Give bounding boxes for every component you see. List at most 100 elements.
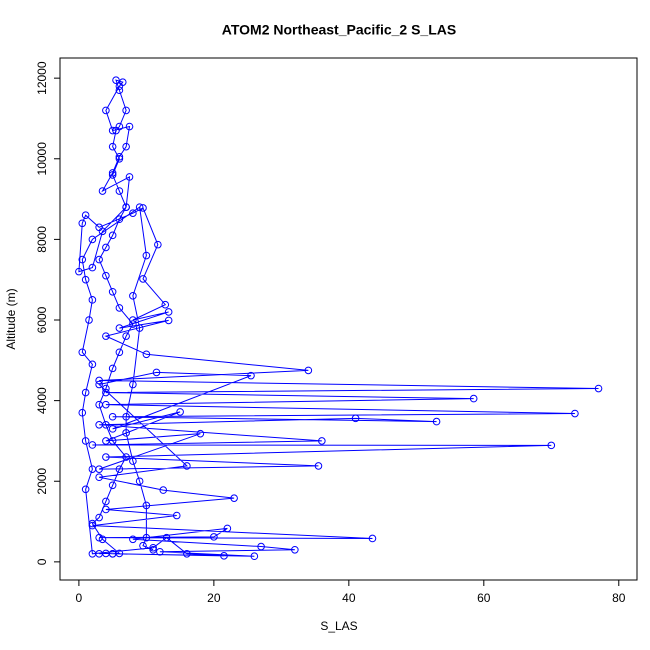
data-point	[95, 223, 103, 232]
data-point	[81, 437, 90, 445]
y-tick-label: 0	[35, 558, 49, 565]
data-point	[318, 437, 326, 445]
data-point	[112, 76, 120, 84]
data-point	[88, 263, 97, 272]
data-point	[154, 240, 162, 249]
y-tick-label: 4000	[35, 387, 49, 414]
data-point	[115, 465, 124, 473]
data-point	[122, 453, 130, 461]
chart-title: ATOM2 Northeast_Pacific_2 S_LAS	[222, 22, 456, 38]
data-point	[115, 122, 124, 131]
data-point	[156, 547, 164, 556]
data-point	[172, 511, 181, 520]
data-point	[108, 425, 117, 433]
data-point	[250, 552, 259, 561]
data-point	[164, 316, 173, 325]
data-point	[108, 364, 117, 373]
y-tick-label: 2000	[35, 468, 49, 495]
data-point	[129, 457, 137, 465]
data-point	[115, 86, 124, 95]
data-point	[571, 409, 579, 418]
data-point	[88, 465, 97, 473]
data-point	[88, 441, 97, 449]
data-point	[230, 494, 238, 502]
data-point	[351, 414, 360, 423]
data-point	[95, 473, 103, 482]
data-point	[176, 408, 184, 416]
data-point	[122, 203, 130, 211]
data-point	[304, 366, 313, 375]
data-point	[102, 388, 110, 397]
data-point	[102, 271, 110, 280]
y-axis-label: Altitude (m)	[4, 288, 18, 349]
x-tick-label: 0	[76, 591, 83, 605]
x-tick-label: 20	[207, 591, 221, 605]
data-point	[129, 320, 137, 328]
x-tick-label: 80	[612, 591, 626, 605]
data-point	[95, 255, 103, 264]
data-point	[594, 384, 603, 393]
data-point	[88, 549, 97, 558]
data-point	[78, 408, 87, 417]
data-point	[129, 209, 137, 217]
data-point	[115, 215, 124, 224]
x-tick-label: 40	[342, 591, 356, 605]
data-point	[210, 533, 218, 541]
data-point	[122, 106, 130, 115]
data-point	[102, 106, 110, 115]
data-point	[547, 441, 556, 450]
data-point	[162, 533, 171, 542]
data-point	[95, 376, 103, 385]
data-point	[78, 348, 87, 357]
data-point	[102, 497, 110, 506]
data-point	[432, 417, 441, 426]
data-point	[142, 501, 151, 510]
y-tick-label: 12000	[35, 61, 49, 95]
x-tick-label: 60	[477, 591, 491, 605]
data-point	[108, 171, 117, 179]
data-point	[115, 187, 124, 195]
data-point	[102, 332, 110, 340]
data-point	[129, 316, 137, 324]
data-point	[78, 219, 87, 228]
data-point	[469, 394, 478, 403]
data-point	[129, 380, 137, 389]
data-point	[220, 552, 228, 560]
data-point	[122, 142, 130, 151]
data-point	[95, 513, 103, 522]
data-point	[102, 453, 110, 461]
data-point	[98, 187, 107, 195]
x-axis-label: S_LAS	[320, 619, 357, 633]
data-point	[102, 243, 110, 252]
data-point	[115, 324, 124, 332]
y-tick-label: 6000	[35, 306, 49, 333]
data-point	[81, 275, 90, 284]
data-point	[102, 400, 110, 409]
data-point	[139, 204, 147, 212]
data-point	[122, 412, 130, 421]
data-point	[108, 287, 117, 296]
data-point	[88, 360, 97, 369]
data-point	[129, 292, 137, 300]
data-point	[247, 371, 255, 380]
data-point	[125, 173, 134, 181]
data-point	[115, 154, 124, 163]
y-tick-label: 8000	[35, 226, 49, 253]
data-point	[102, 505, 110, 514]
data-point	[122, 429, 130, 437]
data-point	[142, 251, 151, 260]
data-point	[81, 388, 90, 397]
data-point	[88, 296, 97, 304]
data-point	[142, 350, 151, 359]
data-point	[81, 485, 90, 494]
data-point	[135, 203, 144, 211]
data-point	[102, 437, 110, 445]
data-point	[368, 534, 377, 543]
data-point	[139, 541, 147, 550]
data-point	[78, 255, 87, 264]
data-point	[223, 524, 232, 533]
data-point	[196, 429, 205, 438]
data-point	[102, 384, 110, 393]
data-point	[108, 549, 117, 558]
